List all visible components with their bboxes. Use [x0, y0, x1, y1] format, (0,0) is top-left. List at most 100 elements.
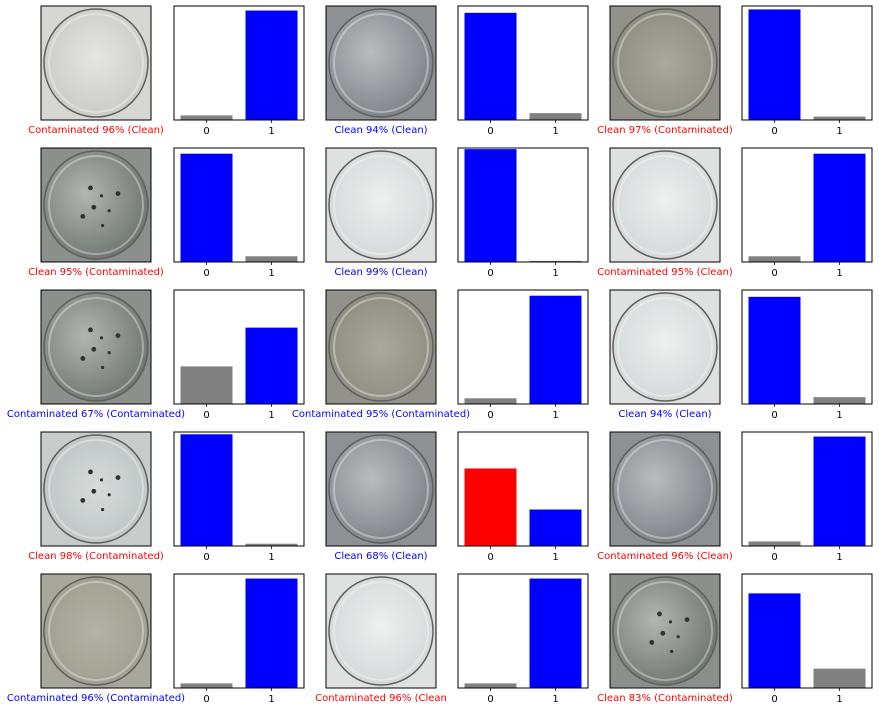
- image-frame: [609, 431, 721, 547]
- image-frame: [40, 289, 152, 405]
- contamination-spot: [80, 356, 86, 361]
- bar-axes-frame: [173, 431, 305, 547]
- bar-class-1: [245, 543, 298, 546]
- prediction-caption: Clean 97% (Contaminated): [597, 125, 733, 136]
- bar-class-0: [180, 115, 233, 120]
- contamination-spot: [101, 223, 105, 228]
- x-tick-label: 1: [268, 268, 274, 279]
- bar-class-1: [245, 578, 298, 688]
- bar-class-0: [464, 398, 517, 404]
- image-frame: [40, 5, 152, 121]
- image-frame: [40, 147, 152, 263]
- cell-5: Contaminated 95% (Clean) 0 1: [597, 147, 873, 279]
- x-tick-label: 1: [268, 410, 274, 421]
- bar-class-0: [748, 541, 801, 546]
- contamination-spot: [649, 640, 655, 645]
- dish-rim-highlight: [48, 297, 144, 397]
- bar-axes-frame: [457, 573, 589, 689]
- prediction-caption: Contaminated 96% (Clean): [28, 125, 164, 136]
- image-frame: [609, 289, 721, 405]
- petri-dish-icon: [43, 8, 149, 118]
- image-frame: [609, 573, 721, 689]
- x-tick-label: 1: [552, 126, 558, 137]
- petri-dish-icon: [612, 8, 718, 118]
- prediction-caption: Contaminated 67% (Contaminated): [7, 409, 185, 420]
- petri-dish-icon: [43, 434, 149, 544]
- x-tick-label: 0: [771, 410, 777, 421]
- bar-axes-frame: [173, 289, 305, 405]
- prediction-caption: Clean 98% (Contaminated): [28, 551, 164, 562]
- contamination-spot: [670, 649, 674, 654]
- bar-class-1: [813, 436, 866, 546]
- image-frame: [40, 573, 152, 689]
- bar-class-0: [180, 683, 233, 688]
- bar-axes-frame: [457, 5, 589, 121]
- petri-dish-icon: [328, 150, 434, 260]
- bar-class-1: [529, 509, 582, 546]
- contamination-spot: [668, 620, 673, 624]
- dish-rim-highlight: [333, 155, 429, 255]
- bar-class-1: [813, 153, 866, 262]
- bar-axes-frame: [457, 431, 589, 547]
- bar-axes-frame: [741, 147, 873, 263]
- petri-dish-icon: [612, 292, 718, 402]
- dish-rim-highlight: [333, 581, 429, 681]
- prediction-caption: Contaminated 95% (Clean): [597, 267, 733, 278]
- contamination-spot: [101, 507, 105, 512]
- contamination-spot: [115, 475, 121, 480]
- bar-class-1: [529, 260, 582, 262]
- x-tick-label: 0: [487, 126, 493, 137]
- petri-dish-icon: [612, 434, 718, 544]
- dish-rim-highlight: [48, 581, 144, 681]
- petri-dish-icon: [328, 576, 434, 686]
- prediction-caption: Contaminated 96% (Clean): [597, 551, 733, 562]
- x-tick-label: 1: [552, 268, 558, 279]
- petri-dish-icon: [612, 576, 718, 686]
- x-tick-label: 0: [771, 126, 777, 137]
- cell-4: Clean 99% (Clean) 0 1: [325, 147, 589, 279]
- prediction-caption: Clean 94% (Clean): [334, 125, 427, 136]
- contamination-spot: [99, 336, 104, 340]
- bar-axes-frame: [457, 147, 589, 263]
- prediction-caption: Contaminated 95% (Contaminated): [292, 409, 470, 420]
- x-tick-label: 1: [552, 694, 558, 705]
- prediction-caption: Clean 83% (Contaminated): [597, 693, 733, 704]
- x-tick-label: 0: [487, 410, 493, 421]
- cell-7: Contaminated 95% (Contaminated) 0 1: [292, 289, 589, 421]
- image-frame: [609, 147, 721, 263]
- x-tick-label: 1: [552, 410, 558, 421]
- cell-12: Contaminated 96% (Contaminated) 0 1: [7, 573, 305, 705]
- cell-8: Clean 94% (Clean) 0 1: [609, 289, 873, 421]
- petri-dish-icon: [43, 150, 149, 260]
- image-frame: [325, 147, 437, 263]
- x-tick-label: 1: [836, 126, 842, 137]
- contamination-spot: [115, 333, 121, 338]
- dish-rim-highlight: [617, 297, 713, 397]
- bar-class-1: [529, 578, 582, 688]
- image-frame: [325, 573, 437, 689]
- bar-class-0: [180, 434, 233, 546]
- x-tick-label: 0: [203, 410, 209, 421]
- bar-class-0: [180, 366, 233, 404]
- x-tick-label: 0: [487, 694, 493, 705]
- x-tick-label: 0: [203, 552, 209, 563]
- image-frame: [325, 5, 437, 121]
- contamination-spot: [107, 351, 111, 355]
- contamination-spot: [88, 327, 93, 333]
- cell-10: Clean 68% (Clean) 0 1: [325, 431, 589, 563]
- bar-class-0: [464, 468, 517, 546]
- x-tick-label: 0: [487, 268, 493, 279]
- bar-axes-frame: [741, 431, 873, 547]
- contamination-spot: [107, 493, 111, 497]
- bar-class-1: [813, 397, 866, 404]
- bar-class-0: [464, 683, 517, 688]
- contamination-spot: [91, 204, 97, 210]
- cell-2: Clean 97% (Contaminated) 0 1: [597, 5, 873, 137]
- bar-class-1: [529, 295, 582, 404]
- bar-class-0: [748, 256, 801, 262]
- x-tick-label: 1: [268, 694, 274, 705]
- bar-class-0: [748, 296, 801, 404]
- bar-axes-frame: [457, 289, 589, 405]
- x-tick-label: 1: [836, 694, 842, 705]
- bar-class-1: [245, 327, 298, 404]
